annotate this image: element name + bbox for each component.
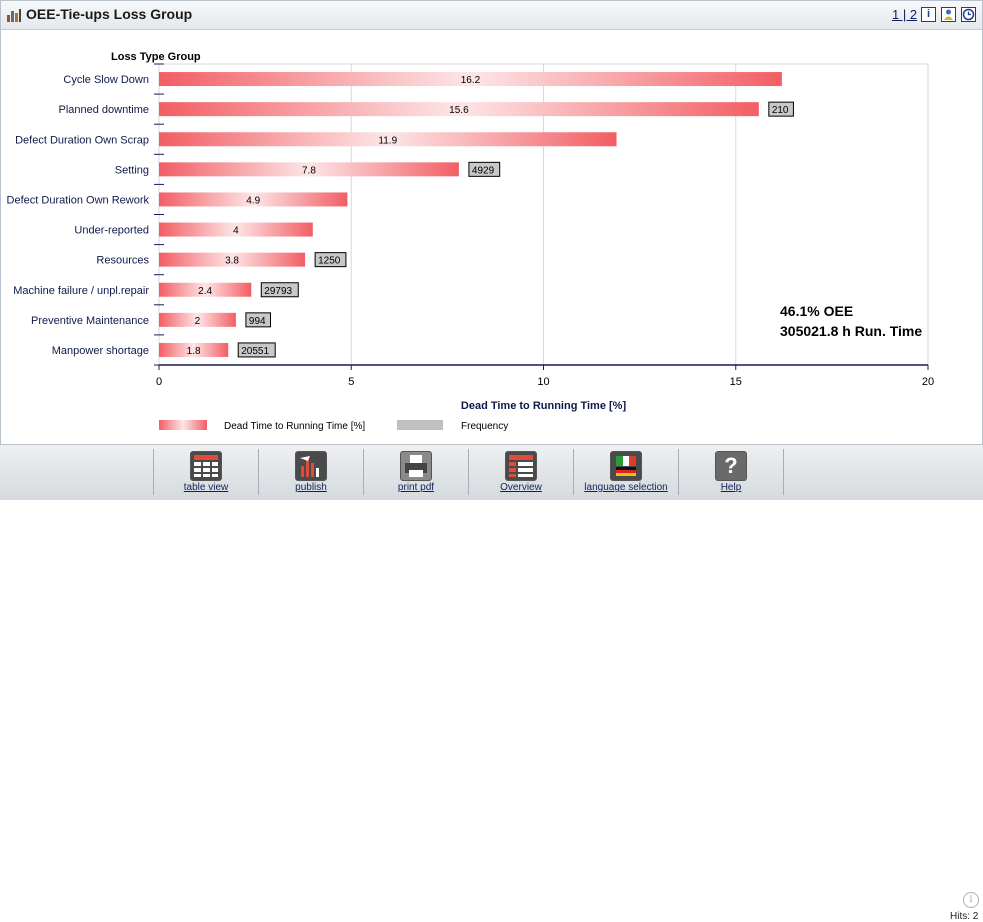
bar-value-label: 7.8 [302,165,316,176]
toolbar-separator [468,449,469,495]
x-axis-title: Dead Time to Running Time [%] [461,400,627,412]
table-icon [190,451,222,481]
bar-value-label: 11.9 [378,135,397,146]
bar-value-label: 1.8 [187,346,201,357]
legend-label-dead-time: Dead Time to Running Time [%] [224,421,365,432]
bar [159,312,236,327]
language-selection-label: language selection [584,482,668,493]
frequency-box [260,282,299,298]
category-label: Defect Duration Own Rework [7,194,150,206]
frequency-label: 29793 [264,286,292,297]
bar-value-label: 2.4 [198,286,212,297]
publish-icon [295,451,327,481]
frequency-box [468,161,501,177]
frequency-label: 4929 [472,165,495,176]
legend-label-frequency: Frequency [461,421,508,432]
category-axis-title: Loss Type Group [111,51,201,63]
category-label: Machine failure / unpl.repair [13,285,149,297]
toolbar-separator [363,449,364,495]
bar-value-label: 4.9 [246,195,260,206]
bar-value-label: 15.6 [449,105,469,116]
frequency-box [245,312,271,328]
frequency-box [237,342,276,358]
toolbar-separator [573,449,574,495]
frequency-box [314,252,347,268]
clock-icon[interactable] [961,7,976,22]
bar [159,132,617,147]
bar [159,72,782,87]
category-label: Planned downtime [58,104,149,116]
bar-value-label: 3.8 [225,256,239,267]
chart-panel: 0 5 10 15 20 Loss Type Group Dead Time to Runn… [0,29,983,443]
legend-swatch-frequency [397,420,443,430]
category-label: Defect Duration Own Scrap [15,134,149,146]
page-switcher[interactable]: 1 | 2 [892,7,918,22]
title-bar: OEE-Tie-ups Loss Group 1 | 2 i [1,1,982,30]
x-tick-label: 10 [537,376,549,388]
printer-icon [400,451,432,481]
print-pdf-label: print pdf [397,482,435,493]
bar-chart: 0 5 10 15 20 Loss Type Group Dead Time to Runn… [7,51,935,432]
category-label: Setting [115,164,149,176]
bar [159,222,313,237]
category-label: Cycle Slow Down [63,74,149,86]
bar-value-label: 4 [233,226,239,237]
help-label: Help [720,482,742,493]
help-icon: ? [715,451,747,481]
bar [159,162,459,177]
x-tick-label: 5 [348,376,354,388]
frequency-box [768,101,794,117]
table-view-button[interactable]: table view [154,445,258,500]
frequency-label: 20551 [241,346,269,357]
x-tick-label: 15 [730,376,742,388]
bar [159,252,306,267]
bar [159,282,252,297]
toolbar-separator [678,449,679,495]
frequency-label: 994 [249,316,266,327]
toolbar-separator [783,449,784,495]
bar [159,192,348,207]
bar-value-label: 16.2 [461,75,481,86]
x-tick-label: 20 [922,376,934,388]
overview-button[interactable]: Overview [469,445,573,500]
legend-swatch-dead-time [159,420,207,430]
frequency-label: 1250 [318,256,341,267]
info-icon[interactable]: i [963,892,979,908]
bar [159,342,229,357]
category-label: Under-reported [74,225,149,237]
person-icon[interactable] [941,7,956,22]
category-label: Preventive Maintenance [31,315,149,327]
hits-counter: Hits: 2 [950,911,979,922]
table-view-label: table view [183,482,229,493]
frequency-label: 210 [772,105,789,116]
category-label: Resources [96,255,149,267]
runtime-annotation: 305021.8 h Run. Time [780,323,923,339]
help-button[interactable]: ? Help [679,445,783,500]
language-selection-button[interactable]: language selection [574,445,678,500]
bar-value-label: 2 [195,316,201,327]
publish-button[interactable]: publish [259,445,363,500]
bottom-toolbar: table view publish print pdf Overview [0,444,983,922]
print-pdf-button[interactable]: print pdf [364,445,468,500]
page-title: OEE-Tie-ups Loss Group [26,6,193,22]
info-icon[interactable]: i [921,7,936,22]
category-label: Manpower shortage [52,345,149,357]
toolbar-separator [153,449,154,495]
publish-label: publish [295,482,327,493]
overview-icon [505,451,537,481]
oee-annotation: 46.1% OEE [780,303,854,319]
bar [159,102,759,117]
toolbar-separator [258,449,259,495]
flag-icon [610,451,642,481]
overview-label: Overview [500,482,542,493]
x-tick-label: 0 [156,376,162,388]
bar-chart-icon [7,9,21,22]
